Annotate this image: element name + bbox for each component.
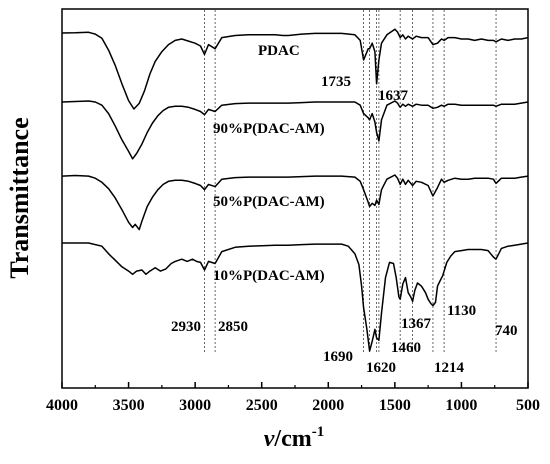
series-line-10pctp-dac-am bbox=[62, 242, 529, 352]
x-tick-label-3000: 3000 bbox=[179, 397, 211, 414]
series-label-pdac: PDAC bbox=[258, 43, 300, 59]
x-axis-label: v/cm-1 bbox=[264, 424, 324, 452]
peak-label-1637: 1637 bbox=[378, 88, 409, 104]
peak-label-1214: 1214 bbox=[434, 360, 465, 376]
x-tick-label-1500: 1500 bbox=[379, 397, 411, 414]
x-tick-label-500: 500 bbox=[516, 397, 540, 414]
peak-label-1620: 1620 bbox=[366, 360, 396, 376]
series-label-90: 90%P(DAC-AM) bbox=[213, 121, 325, 137]
y-axis-label: Transmittance bbox=[5, 117, 34, 278]
peak-label-2930: 2930 bbox=[171, 319, 201, 335]
series-label-10: 10%P(DAC-AM) bbox=[213, 268, 325, 284]
series-labels: PDAC 90%P(DAC-AM) 50%P(DAC-AM) 10%P(DAC-… bbox=[213, 43, 325, 284]
x-tick-label-2500: 2500 bbox=[246, 397, 278, 414]
peak-label-1367: 1367 bbox=[401, 316, 432, 332]
series-label-50: 50%P(DAC-AM) bbox=[213, 194, 325, 210]
peak-label-740: 740 bbox=[495, 323, 518, 339]
series-layer bbox=[61, 28, 529, 352]
peak-label-1735: 1735 bbox=[321, 74, 351, 90]
series-line-50pctp-dac-am bbox=[61, 174, 529, 231]
peak-label-1690: 1690 bbox=[323, 349, 353, 365]
peak-label-1130: 1130 bbox=[447, 303, 476, 319]
x-tick-label-3500: 3500 bbox=[113, 397, 145, 414]
x-tick-label-1000: 1000 bbox=[445, 397, 477, 414]
x-axis-tick-labels: 4000 3500 3000 2500 2000 1500 1000 500 bbox=[46, 397, 540, 414]
x-tick-label-2000: 2000 bbox=[312, 397, 344, 414]
x-axis-label-exponent: -1 bbox=[312, 424, 325, 440]
x-tick-label-4000: 4000 bbox=[46, 397, 78, 414]
series-line-90pctp-dac-am bbox=[61, 100, 529, 160]
peak-label-1460: 1460 bbox=[391, 340, 421, 356]
x-axis-ticks bbox=[61, 382, 529, 388]
series-line-pdac bbox=[61, 28, 529, 110]
x-axis-label-unit: /cm bbox=[273, 426, 311, 452]
x-axis-label-symbol: v bbox=[264, 426, 275, 452]
peak-labels: 1735 1637 2930 2850 1367 1130 740 1460 1… bbox=[171, 74, 518, 376]
peak-label-2850: 2850 bbox=[218, 319, 248, 335]
reference-lines bbox=[204, 10, 497, 352]
